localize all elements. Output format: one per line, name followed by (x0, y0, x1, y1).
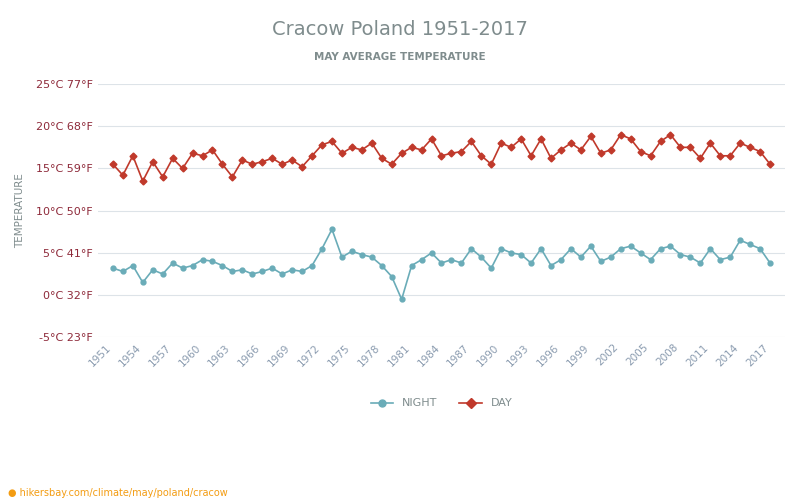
Y-axis label: TEMPERATURE: TEMPERATURE (15, 173, 25, 248)
Text: MAY AVERAGE TEMPERATURE: MAY AVERAGE TEMPERATURE (314, 52, 486, 62)
Text: Cracow Poland 1951-2017: Cracow Poland 1951-2017 (272, 20, 528, 39)
Text: ● hikersbay.com/climate/may/poland/cracow: ● hikersbay.com/climate/may/poland/craco… (8, 488, 228, 498)
Legend: NIGHT, DAY: NIGHT, DAY (366, 394, 517, 413)
